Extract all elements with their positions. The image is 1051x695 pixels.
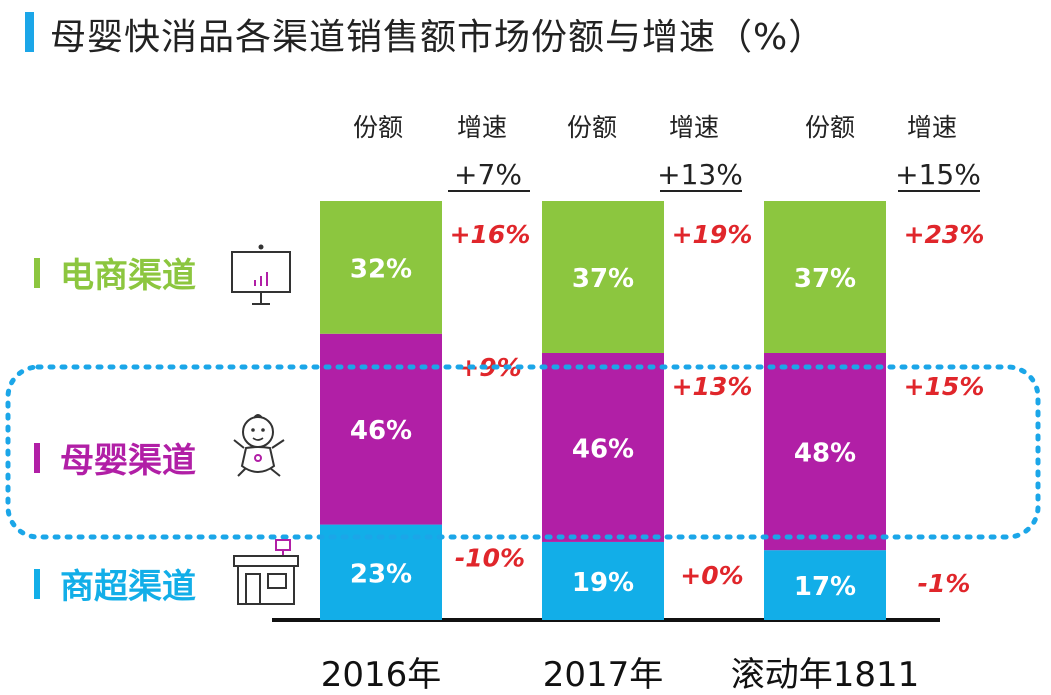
growth-label: -10%: [455, 544, 525, 573]
growth-label: +15%: [904, 372, 985, 401]
x-tick-label: 滚动年1811: [731, 655, 920, 695]
bar-segment-baby: [764, 352, 886, 551]
baby-icon: [233, 414, 285, 477]
channel-marker-hyper: [34, 569, 40, 599]
channel-label-hyper: 商超渠道: [60, 567, 196, 607]
bar-value-label: 37%: [572, 264, 634, 294]
bar-value-label: 19%: [572, 568, 634, 598]
growth-label: -1%: [918, 569, 971, 598]
growth-header: 增速: [907, 113, 957, 142]
bar-value-label: 23%: [350, 559, 412, 589]
growth-label: +23%: [904, 220, 985, 249]
channel-label-baby: 母婴渠道: [60, 441, 196, 481]
channel-marker-ecommerce: [34, 258, 40, 288]
bar-segment-hyper: [542, 541, 664, 620]
bar-value-label: 46%: [350, 416, 412, 446]
bar-value-label: 32%: [350, 254, 412, 284]
growth-label: +0%: [680, 561, 743, 590]
bar-segment-ecommerce: [764, 201, 886, 353]
bar-segment-hyper: [320, 524, 442, 620]
highlight-box-baby-channel: [5, 364, 1041, 540]
bar-segment-ecommerce: [320, 201, 442, 334]
growth-label: +13%: [672, 372, 753, 401]
share-header: 份额: [805, 113, 855, 142]
channel-label-ecommerce: 电商渠道: [60, 256, 196, 296]
bar-value-label: 48%: [794, 439, 856, 469]
growth-label: +19%: [672, 220, 753, 249]
bar-value-label: 46%: [572, 434, 634, 464]
store-icon: [233, 539, 299, 605]
bar-value-label: 17%: [794, 572, 856, 602]
total-growth-value: +7%: [454, 158, 522, 191]
share-header: 份额: [353, 113, 403, 142]
growth-header: 增速: [457, 113, 507, 142]
total-growth-value: +15%: [895, 158, 981, 191]
monitor-chart-icon: [231, 244, 291, 305]
bar-segment-hyper: [764, 550, 886, 620]
channel-marker-baby: [34, 443, 40, 473]
total-growth-value: +13%: [657, 158, 743, 191]
bar-segment-ecommerce: [542, 201, 664, 353]
title-accent-bar: [25, 12, 34, 52]
x-tick-label: 2016年: [321, 655, 442, 695]
bar-segment-baby: [542, 352, 664, 542]
growth-header: 增速: [669, 113, 719, 142]
growth-label: +16%: [450, 220, 531, 249]
x-tick-label: 2017年: [543, 655, 664, 695]
bar-value-label: 37%: [794, 264, 856, 294]
chart-title: 母婴快消品各渠道销售额市场份额与增速（%）: [50, 17, 826, 58]
share-header: 份额: [567, 113, 617, 142]
